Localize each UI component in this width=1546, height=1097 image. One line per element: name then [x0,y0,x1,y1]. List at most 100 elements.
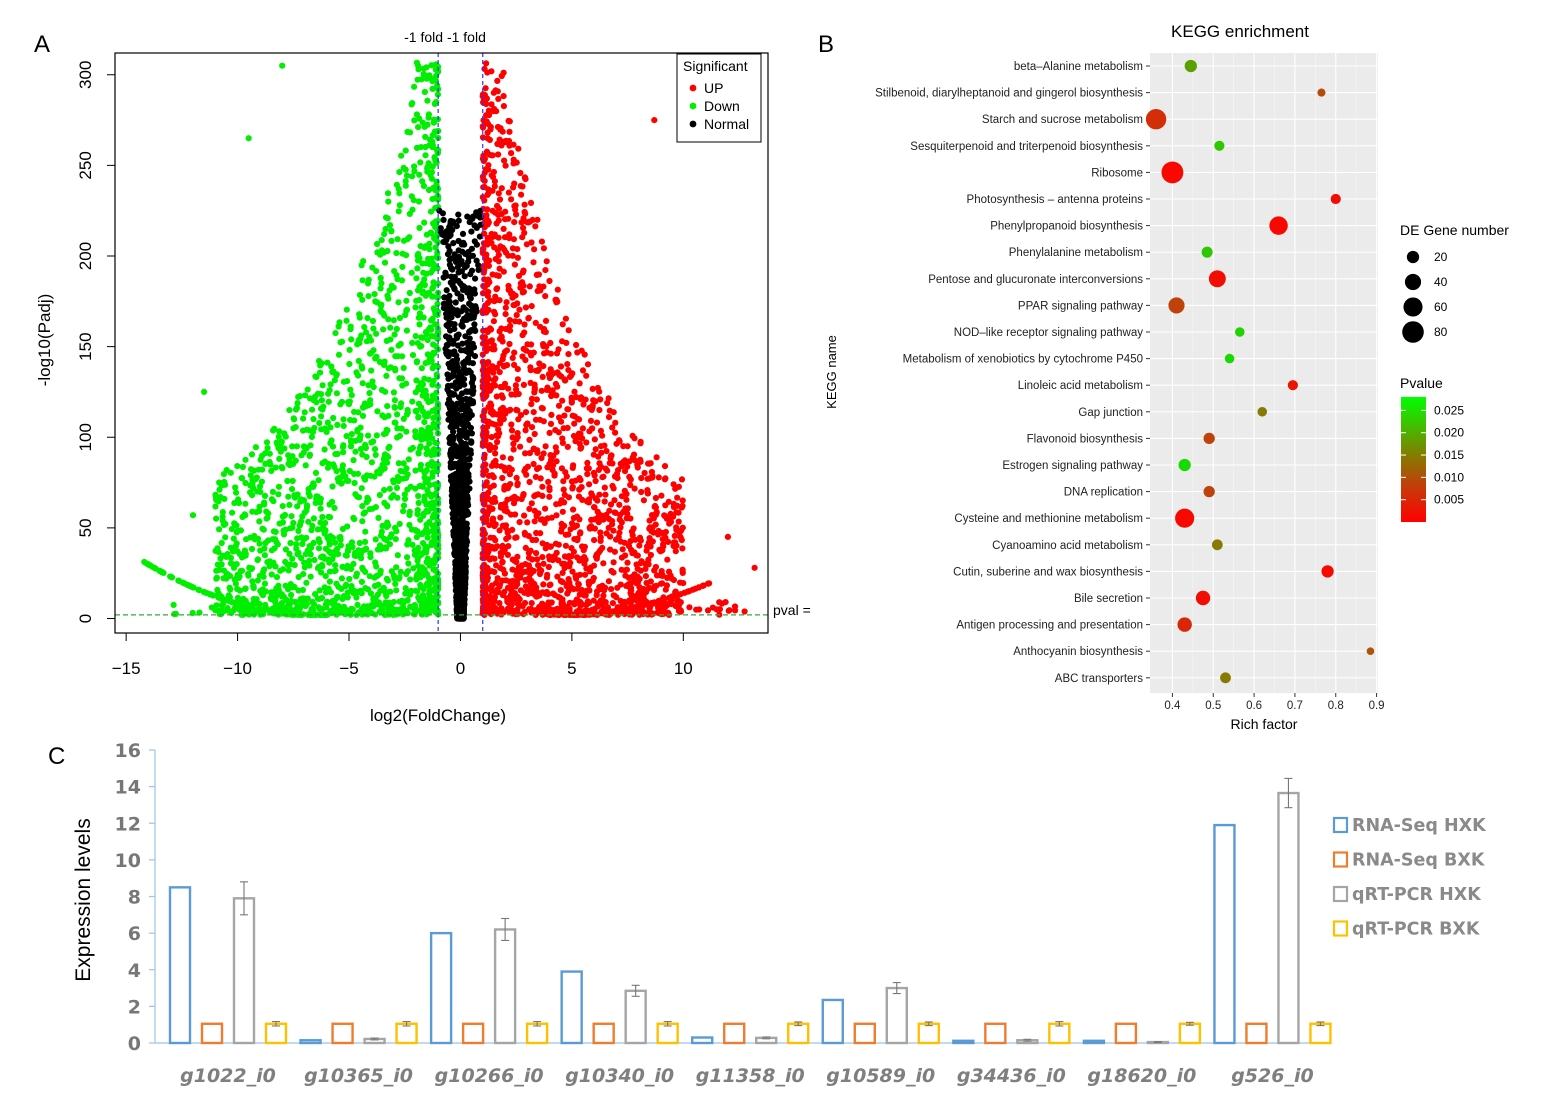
volcano-point [509,566,516,573]
volcano-point [327,381,334,388]
volcano-point [563,473,570,480]
volcano-point [500,416,507,423]
volcano-point [396,520,403,528]
volcano-point [219,513,226,520]
volcano-point [409,541,416,548]
volcano-point [317,495,324,502]
volcano-point [399,600,407,608]
volcano-point [544,464,551,471]
volcano-point [610,527,617,534]
volcano-point [331,504,338,511]
volcano-point [244,603,252,610]
volcano-point [704,607,712,614]
volcano-point [380,584,387,591]
volcano-point [424,529,431,536]
volcano-point [520,224,527,232]
volcano-point [391,397,398,404]
volcano-point [414,265,421,272]
volcano-point [498,463,505,470]
volcano-point [638,607,646,614]
volcano-point [515,145,522,152]
volcano-point [415,450,422,457]
volcano-point [433,525,440,532]
volcano-point [505,189,512,196]
volcano-point [359,380,366,387]
volcano-point [287,561,294,568]
volcano-point [346,575,353,583]
volcano-point [434,91,441,98]
volcano-point [569,370,576,377]
volcano-point [429,138,436,145]
volcano-point [463,537,470,544]
volcano-point [435,545,442,552]
volcano-point [444,341,451,349]
volcano-point [722,599,729,606]
volcano-point [391,331,398,338]
volcano-point [560,605,568,612]
volcano-point [590,451,597,458]
volcano-point [189,512,197,519]
volcano-point [612,419,619,426]
volcano-point [273,439,280,446]
volcano-point [509,184,517,191]
volcano-point [462,333,469,340]
volcano-point [511,349,518,356]
volcano-point [500,93,507,100]
volcano-point [218,539,225,547]
volcano-point [390,598,397,606]
volcano-point [254,577,261,584]
volcano-point [513,386,520,393]
volcano-point [433,254,440,261]
volcano-point [327,424,334,431]
volcano-point [374,408,381,415]
volcano-point [321,458,328,465]
volcano-point [393,272,400,279]
volcano-point [545,478,552,485]
volcano-point [350,560,357,568]
volcano-point [245,572,252,579]
volcano-point [566,605,573,612]
volcano-point [627,476,634,483]
volcano-point [527,199,535,206]
volcano-point [409,173,416,180]
volcano-point [537,287,544,294]
volcano-point [425,114,432,121]
volcano-point [588,516,595,524]
volcano-point [587,568,594,575]
volcano-point [257,606,264,613]
volcano-point [344,589,351,596]
volcano-point [447,228,454,235]
volcano-point [458,257,465,265]
volcano-point [271,425,278,432]
volcano-point [369,264,376,271]
volcano-point [604,604,612,611]
volcano-point [642,565,649,573]
volcano-point [480,537,487,544]
volcano-point [460,474,467,481]
volcano-point [275,433,282,440]
volcano-point [262,588,269,595]
volcano-point [506,287,513,294]
volcano-point [490,318,497,325]
volcano-point [446,391,453,398]
volcano-point [275,491,282,498]
volcano-point [423,581,430,588]
volcano-point [424,534,431,541]
volcano-point [498,333,505,340]
volcano-point [551,472,558,479]
volcano-point [343,477,350,484]
volcano-point [450,382,457,389]
volcano-point [504,527,511,535]
volcano-point [468,439,475,446]
volcano-point [253,474,260,481]
volcano-point [303,426,310,433]
volcano-point [331,568,338,575]
volcano-point [515,272,523,280]
volcano-point [584,598,592,605]
volcano-point [431,154,438,161]
volcano-point [359,451,366,458]
volcano-point [263,508,270,515]
volcano-point [381,535,388,543]
volcano-point [384,577,391,584]
